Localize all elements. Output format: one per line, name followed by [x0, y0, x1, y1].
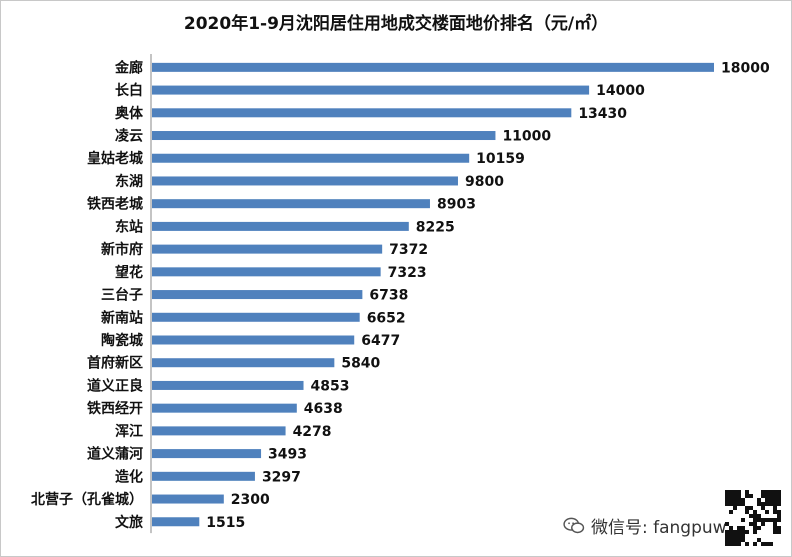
data-label: 13430	[578, 106, 627, 122]
bar	[152, 426, 286, 436]
bar	[152, 380, 304, 390]
bar	[152, 494, 224, 504]
category-label: 造化	[115, 468, 143, 485]
bar	[152, 176, 458, 186]
category-label: 奥体	[115, 105, 144, 122]
qr-code-icon	[725, 490, 781, 546]
category-label: 长白	[115, 82, 143, 99]
bar	[152, 358, 335, 368]
bar	[152, 335, 355, 345]
category-label: 首府新区	[87, 355, 143, 372]
category-label: 金廊	[114, 59, 143, 76]
bar	[152, 290, 363, 300]
data-label: 3297	[262, 469, 301, 485]
category-label: 道义蒲河	[87, 446, 143, 463]
data-label: 18000	[721, 60, 770, 76]
bar	[152, 153, 470, 163]
bar	[152, 244, 383, 254]
category-label: 文旅	[115, 514, 143, 531]
data-label: 5840	[341, 356, 380, 372]
data-label: 10159	[476, 151, 525, 167]
data-label: 4853	[311, 378, 350, 394]
bar	[152, 267, 381, 277]
bar	[152, 517, 200, 527]
data-label: 7372	[389, 242, 428, 258]
category-label: 凌云	[115, 128, 143, 145]
data-label: 4638	[304, 401, 343, 417]
bar	[152, 403, 297, 413]
data-label: 14000	[596, 83, 645, 99]
category-label: 新南站	[101, 309, 143, 326]
bar	[152, 221, 409, 231]
data-label: 6738	[369, 288, 408, 304]
data-label: 6477	[361, 333, 400, 349]
data-label: 4278	[293, 424, 332, 440]
category-label: 三台子	[101, 287, 143, 304]
category-label: 东湖	[115, 173, 143, 190]
category-label: 北营子（孔雀城）	[31, 491, 143, 508]
category-label: 铁西老城	[87, 196, 143, 213]
bar	[152, 108, 572, 118]
category-label: 东站	[115, 218, 143, 235]
data-label: 1515	[206, 515, 245, 531]
data-label: 9800	[465, 174, 504, 190]
category-label: 新市府	[101, 241, 143, 258]
bar	[152, 471, 255, 481]
bar	[152, 199, 430, 209]
wechat-label: 微信号: fangpuwang	[591, 518, 759, 538]
bar	[152, 449, 262, 459]
data-label: 3493	[268, 447, 307, 463]
chart-title: 2020年1-9月沈阳居住用地成交楼面地价排名（元/㎡）	[183, 14, 609, 34]
wechat-icon	[563, 517, 585, 533]
data-label: 11000	[502, 129, 551, 145]
bar	[152, 131, 496, 141]
category-label: 道义正良	[87, 377, 143, 394]
data-label: 6652	[367, 310, 406, 326]
category-label: 望花	[115, 264, 143, 281]
bar	[152, 85, 590, 95]
category-label: 陶瓷城	[101, 332, 143, 349]
data-label: 7323	[388, 265, 427, 281]
data-label: 8903	[437, 197, 476, 213]
wechat-account: 微信号: fangpuwang	[563, 513, 759, 538]
category-label: 铁西经开	[87, 400, 143, 417]
data-label: 8225	[416, 219, 455, 235]
category-label: 浑江	[115, 423, 143, 440]
data-label: 2300	[231, 492, 270, 508]
category-label: 皇姑老城	[87, 150, 143, 167]
bar	[152, 62, 714, 72]
bar	[152, 312, 360, 322]
